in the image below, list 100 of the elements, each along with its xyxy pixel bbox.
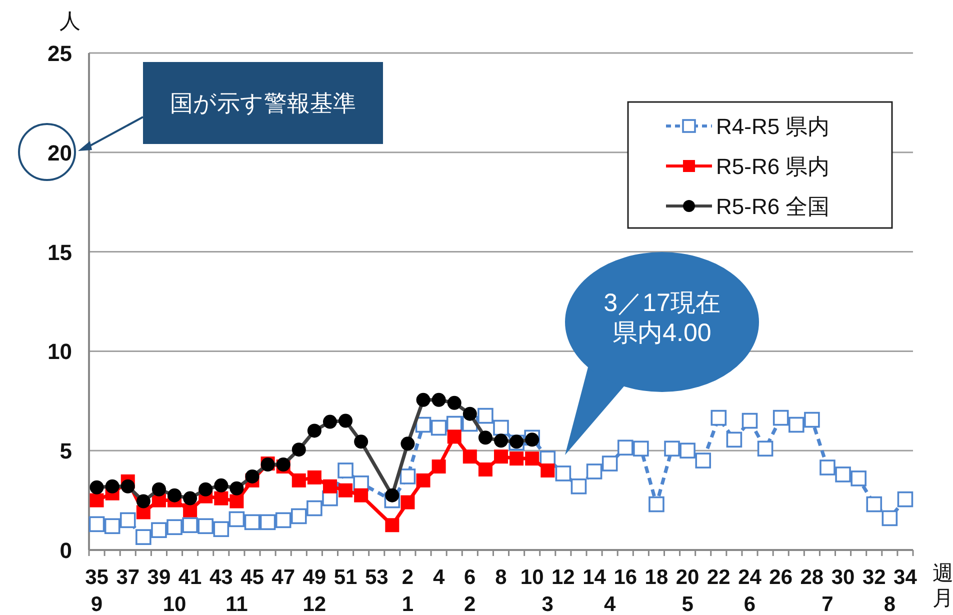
point xyxy=(88,516,105,532)
x-tick-label: 37 xyxy=(116,566,140,589)
point xyxy=(897,491,914,508)
x-tick-label: 34 xyxy=(894,566,918,589)
x-tick-label: 7 xyxy=(822,593,834,615)
legend-label: R5-R6 県内 xyxy=(716,154,830,179)
x-tick-label: 49 12 xyxy=(302,566,326,615)
point xyxy=(742,412,758,429)
point xyxy=(338,462,354,478)
point xyxy=(525,452,540,466)
point xyxy=(617,440,634,456)
y-tick-label: 0 xyxy=(60,538,72,563)
point xyxy=(182,517,198,534)
y-tick-label: 5 xyxy=(60,438,72,464)
x-tick-label: 45 xyxy=(240,566,264,589)
point xyxy=(214,491,228,506)
x-tick-label: 43 xyxy=(209,566,233,589)
x-tick-label: 12 xyxy=(552,566,575,589)
point xyxy=(228,511,245,528)
legend-label: R5-R6 全国 xyxy=(716,194,830,219)
point xyxy=(198,518,214,534)
y-tick-label: 10 xyxy=(48,339,72,364)
point xyxy=(213,521,230,538)
annotation: 国が示す警報基準 xyxy=(170,90,356,116)
point xyxy=(510,452,524,466)
x-tick-label: 3 xyxy=(542,593,554,615)
point xyxy=(820,460,836,476)
annotation: 3／17現在県内4.00 xyxy=(602,288,722,348)
point xyxy=(290,508,307,524)
x-tick-label: 8 xyxy=(884,593,896,615)
x-tick-label: 32 xyxy=(862,566,886,589)
point xyxy=(90,493,104,508)
point xyxy=(850,470,866,486)
x-tick-label: 4 xyxy=(604,593,616,615)
point xyxy=(866,496,882,512)
x-tick-label: 8 xyxy=(495,566,508,589)
point xyxy=(385,518,400,532)
point xyxy=(415,416,432,433)
point xyxy=(306,500,322,516)
point xyxy=(260,514,276,530)
x-tick-label: 53 xyxy=(364,566,388,589)
point xyxy=(462,450,477,464)
point xyxy=(447,430,462,444)
point xyxy=(882,510,898,526)
point xyxy=(244,514,260,530)
x-tick-label: 35 9 xyxy=(85,566,109,615)
x-tick-label: 47 xyxy=(272,566,296,589)
point xyxy=(183,503,198,518)
point xyxy=(354,488,368,502)
point xyxy=(104,518,120,534)
point xyxy=(416,473,430,488)
point xyxy=(400,495,415,510)
y-tick-label: 25 xyxy=(48,41,72,66)
x-tick-label: 10 xyxy=(162,593,186,615)
x-tick-label: 16 xyxy=(614,566,638,589)
x-tick-label: 28 xyxy=(800,566,824,589)
point xyxy=(494,450,508,464)
x-tick-label: 20 5 xyxy=(676,566,700,615)
point xyxy=(835,466,851,482)
point xyxy=(230,494,244,508)
point xyxy=(275,512,292,528)
point xyxy=(478,408,494,424)
x-tick-label: 11 xyxy=(226,593,248,615)
point xyxy=(648,496,664,512)
point xyxy=(555,466,572,482)
point xyxy=(726,432,742,448)
x-tick-label: 24 6 xyxy=(738,566,762,615)
point xyxy=(493,420,509,436)
point xyxy=(570,478,587,494)
point xyxy=(602,456,618,472)
point xyxy=(804,412,820,428)
point xyxy=(478,462,492,476)
x-tick-label: 26 xyxy=(769,566,793,589)
point xyxy=(432,460,446,474)
x-tick-label: 6 2 xyxy=(464,566,476,615)
point xyxy=(664,440,680,457)
point xyxy=(710,410,727,426)
point xyxy=(695,452,712,468)
x-tick-label: 39 xyxy=(147,566,171,589)
x-tick-label: 14 xyxy=(582,566,606,589)
x-tick-label: 51 xyxy=(334,566,358,589)
y-axis-title: 人 xyxy=(60,10,80,33)
x-tick-label: 18 xyxy=(644,566,668,589)
point xyxy=(757,440,774,457)
point xyxy=(338,483,353,498)
point xyxy=(633,440,649,457)
point xyxy=(430,420,447,436)
point xyxy=(772,410,789,426)
x-tick-label: 10 xyxy=(520,566,544,589)
point xyxy=(292,473,306,488)
x-tick-label: 30 xyxy=(831,566,855,589)
point xyxy=(322,479,337,494)
point xyxy=(166,519,182,536)
point xyxy=(540,463,555,478)
point xyxy=(400,468,416,484)
point xyxy=(586,464,602,480)
point xyxy=(788,416,804,433)
point xyxy=(120,512,136,528)
x-tick-label: 2 1 xyxy=(402,566,414,615)
point xyxy=(151,522,167,538)
